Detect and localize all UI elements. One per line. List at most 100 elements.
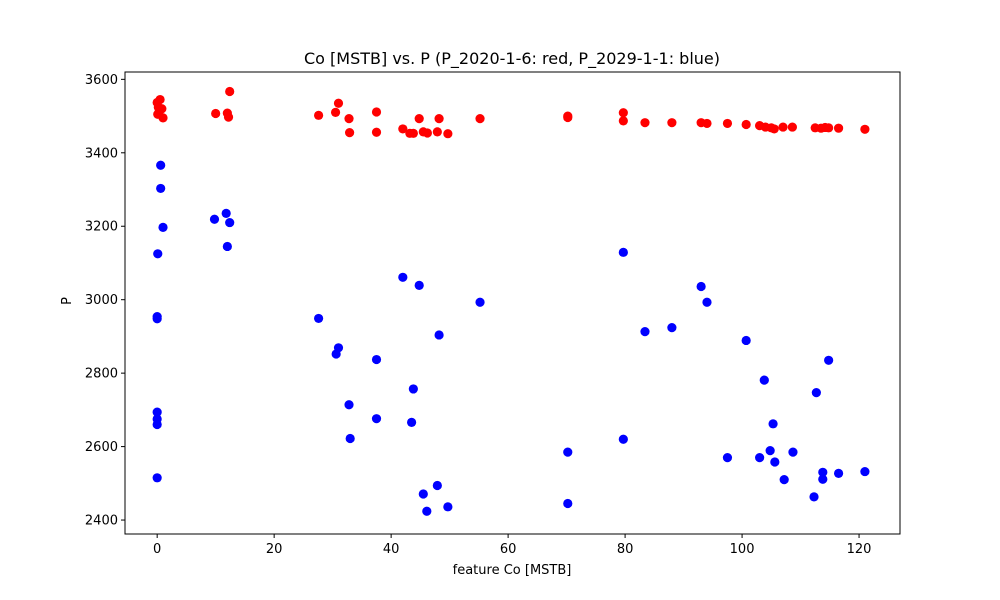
blue-point <box>860 466 870 477</box>
red-point <box>432 127 442 137</box>
blue-point <box>222 241 232 252</box>
blue-point <box>408 384 418 394</box>
red-point <box>158 113 168 123</box>
blue-point <box>618 434 628 444</box>
blue-point <box>432 480 442 491</box>
blue-point <box>152 407 162 417</box>
red-point <box>769 124 779 134</box>
blue-point <box>225 217 235 228</box>
blue-point <box>422 506 432 516</box>
blue-point <box>371 414 382 424</box>
x-tick-label: 60 <box>500 542 517 557</box>
blue-point <box>475 297 485 307</box>
red-point <box>722 118 733 129</box>
blue-point <box>779 475 789 485</box>
x-tick-label: 80 <box>617 542 634 557</box>
red-point <box>330 107 341 117</box>
blue-point <box>152 419 162 430</box>
blue-point <box>333 343 344 353</box>
x-tick-label: 100 <box>730 542 755 557</box>
blue-point <box>618 247 628 257</box>
red-point <box>778 122 788 132</box>
blue-point <box>818 467 828 477</box>
blue-point <box>722 453 733 463</box>
blue-point <box>788 447 798 457</box>
blue-point <box>398 272 408 282</box>
red-point <box>225 86 235 97</box>
blue-point <box>696 281 706 292</box>
blue-point <box>640 327 650 337</box>
blue-point <box>702 297 712 307</box>
red-point <box>155 94 165 105</box>
y-tick-label: 2600 <box>85 440 118 455</box>
blue-point <box>809 492 819 502</box>
plot-marks <box>152 86 870 516</box>
red-point <box>333 98 344 108</box>
blue-point <box>818 474 828 484</box>
blue-point <box>755 453 765 463</box>
red-point <box>824 123 834 133</box>
blue-point <box>833 468 844 479</box>
blue-point <box>824 355 834 365</box>
blue-point <box>371 354 382 365</box>
red-point <box>563 112 573 123</box>
blue-point <box>153 249 163 259</box>
y-tick-label: 2800 <box>85 367 118 382</box>
blue-point <box>563 498 573 509</box>
blue-point <box>770 457 780 467</box>
blue-point <box>156 183 166 194</box>
red-point <box>475 114 485 124</box>
red-point <box>398 124 408 134</box>
blue-point <box>434 330 444 340</box>
red-point <box>422 128 432 138</box>
blue-point <box>344 400 354 410</box>
chart-title: Co [MSTB] vs. P (P_2020-1-6: red, P_2029… <box>304 49 720 69</box>
blue-point <box>209 214 220 224</box>
red-point <box>314 110 324 120</box>
blue-point <box>765 446 775 456</box>
red-point <box>702 118 712 129</box>
red-point <box>640 118 650 128</box>
red-point <box>211 108 221 119</box>
y-tick-label: 3400 <box>85 146 118 161</box>
blue-point <box>563 447 573 457</box>
blue-point <box>158 222 168 232</box>
x-axis: 0 20 40 60 80 100 120 <box>153 534 871 557</box>
x-tick-label: 0 <box>153 542 161 557</box>
y-tick-label: 2400 <box>85 514 118 529</box>
blue-point <box>152 314 162 324</box>
blue-point <box>667 323 677 333</box>
blue-point <box>221 208 231 218</box>
blue-point <box>407 417 417 427</box>
blue-point <box>741 335 751 346</box>
blue-point <box>345 433 355 444</box>
x-tick-label: 20 <box>266 542 283 557</box>
red-point <box>371 127 382 137</box>
blue-point <box>811 388 821 398</box>
x-tick-label: 40 <box>383 542 400 557</box>
blue-point <box>768 419 778 429</box>
plot-frame <box>124 71 901 535</box>
red-point <box>618 108 628 118</box>
x-axis-label: feature Co [MSTB] <box>453 563 572 578</box>
red-point <box>223 112 234 122</box>
red-point <box>833 123 844 133</box>
red-point <box>618 116 628 126</box>
blue-point <box>759 375 769 385</box>
blue-point <box>152 473 162 483</box>
red-point <box>434 114 444 124</box>
blue-point <box>418 489 428 499</box>
red-point <box>371 107 382 117</box>
blue-point <box>443 502 453 512</box>
red-point <box>787 122 797 132</box>
red-point <box>344 114 354 124</box>
red-point <box>741 119 751 130</box>
blue-point <box>156 160 166 170</box>
blue-point <box>414 280 424 290</box>
red-point <box>414 114 424 124</box>
red-point <box>443 129 453 139</box>
y-tick-label: 3000 <box>85 293 118 308</box>
y-tick-label: 3600 <box>85 73 118 88</box>
red-point <box>345 127 355 138</box>
